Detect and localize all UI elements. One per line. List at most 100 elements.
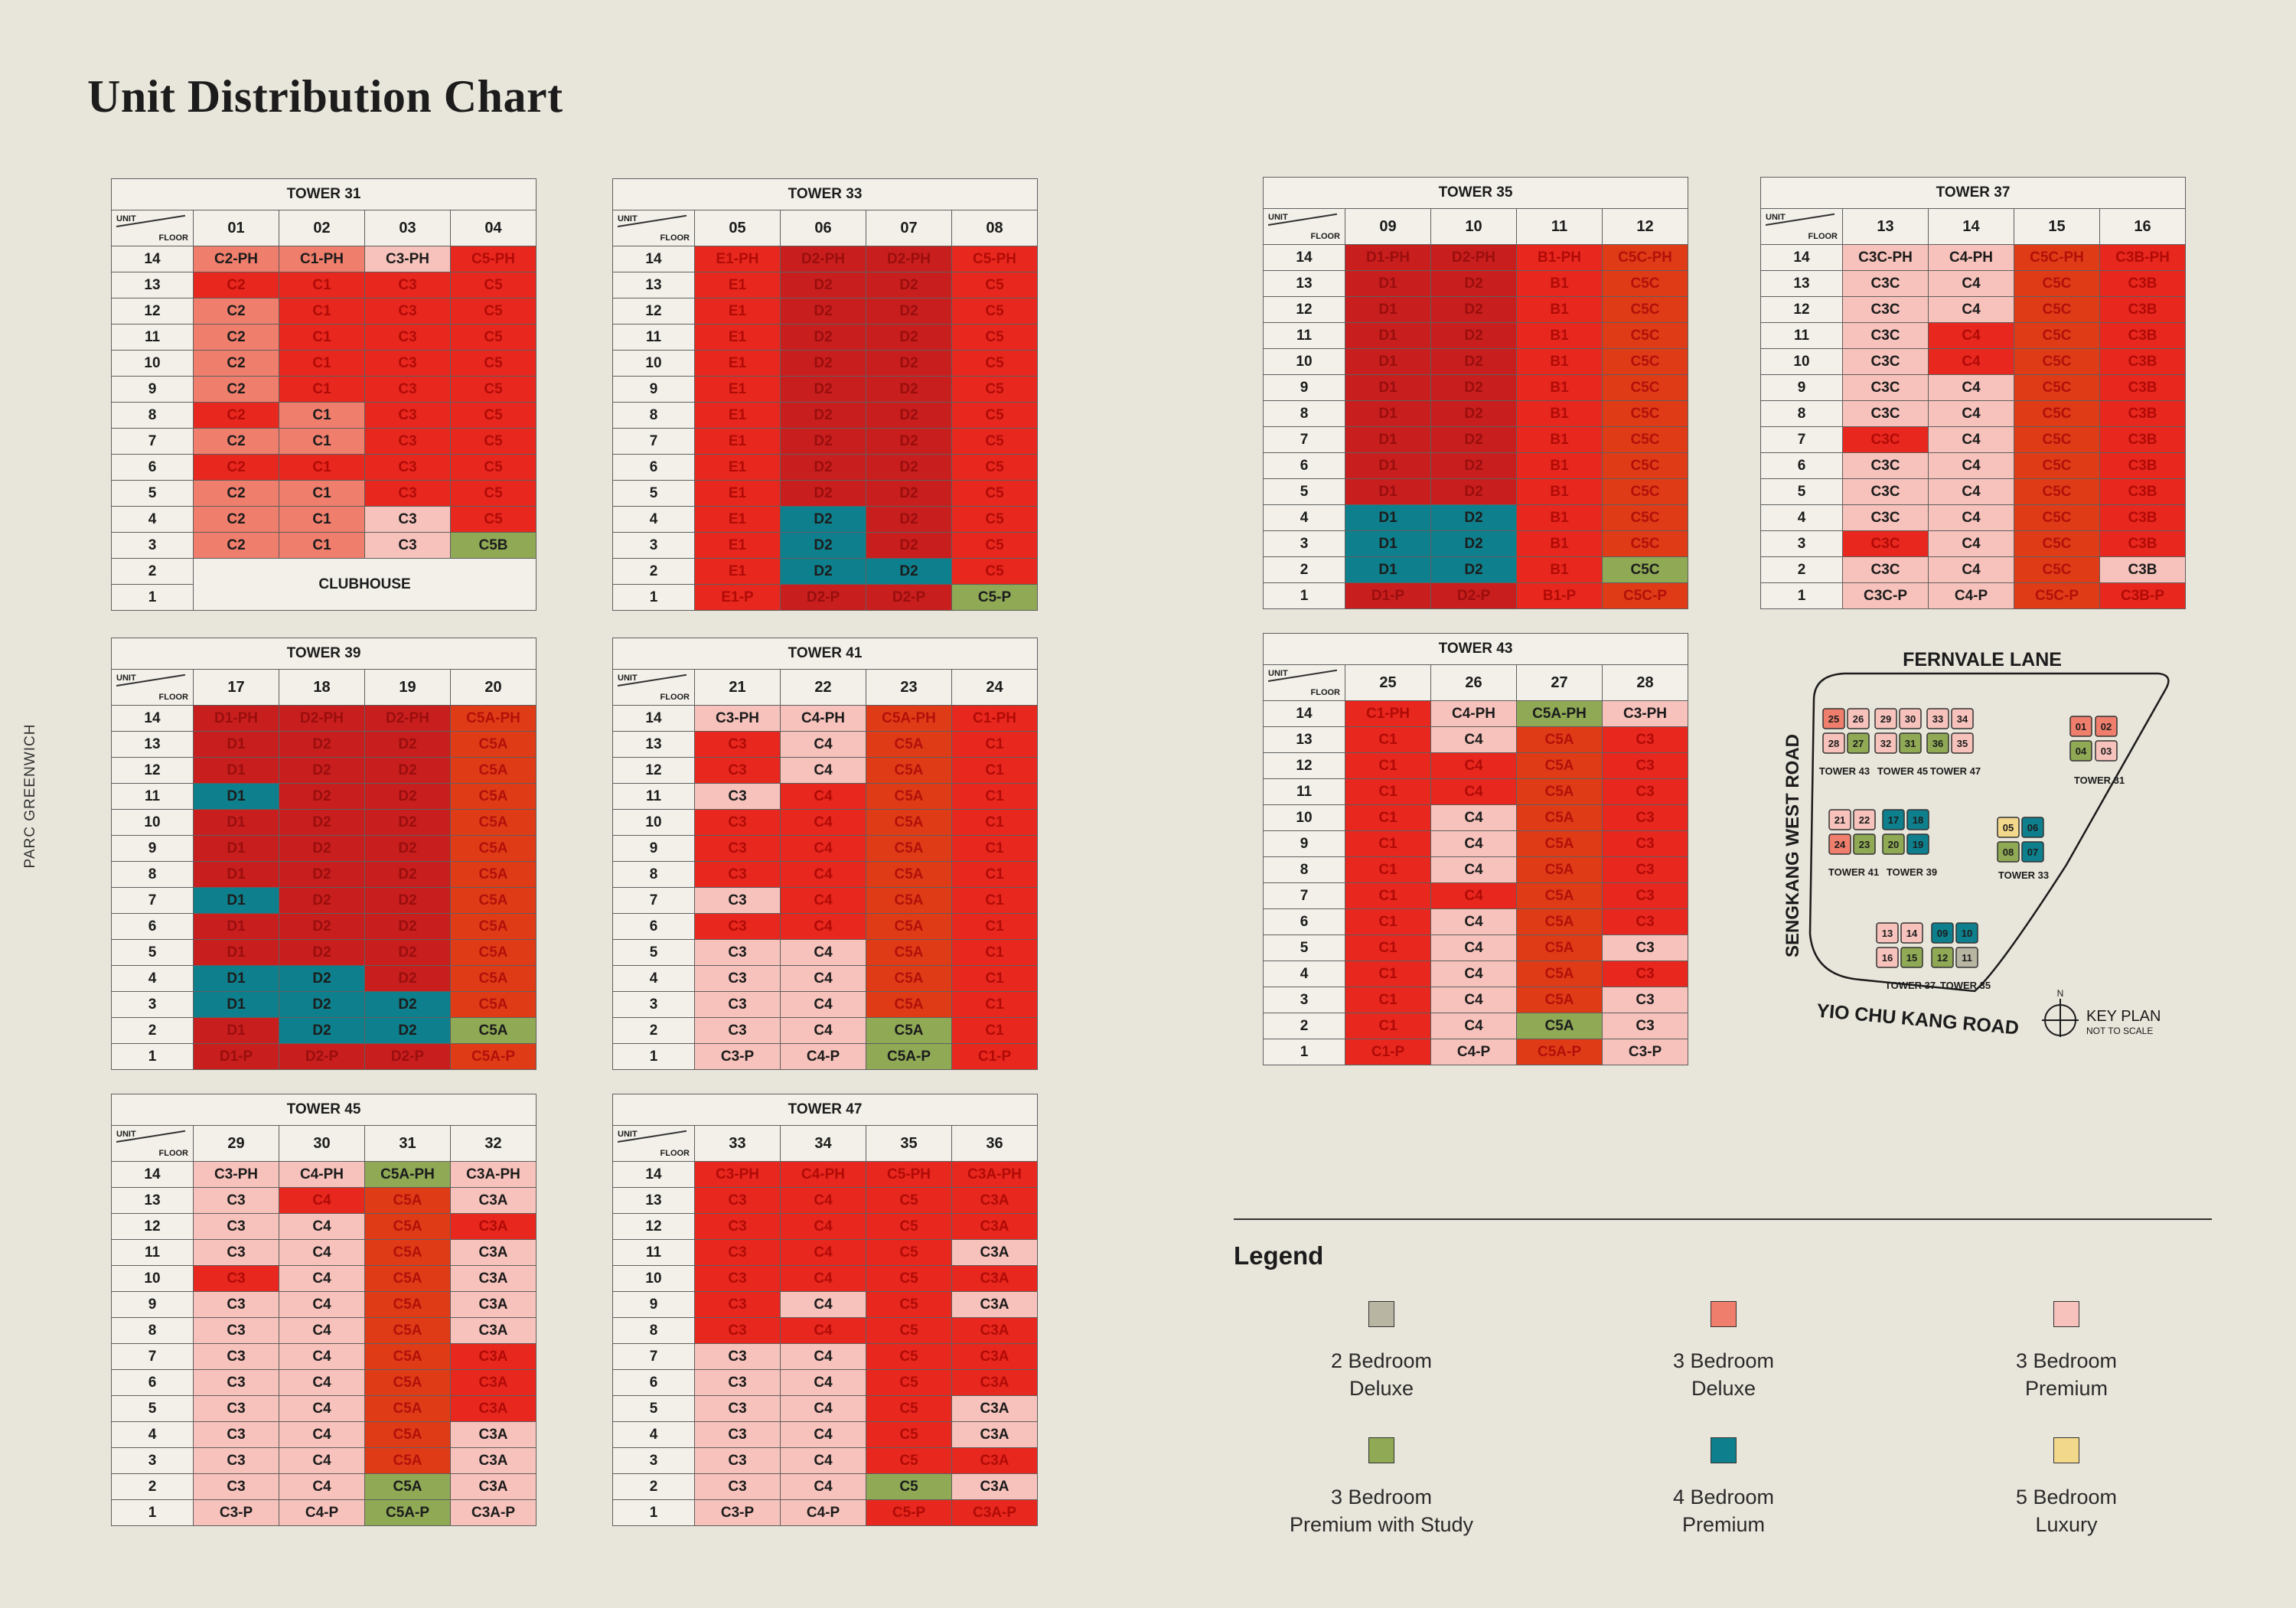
tower-table: TOWER 43 UNIT FLOOR 25 26 27 28 14 C1-PH C4-PH C5A… — [1262, 633, 1689, 1065]
keyplan-unit-block: 35 — [1951, 732, 1974, 754]
floor-row: 6 C2 C1 C3 C5 — [111, 454, 537, 481]
floor-row: 4 D1 D2 B1 C5C — [1263, 504, 1689, 531]
unit-type-cell: C3 — [694, 887, 781, 914]
unit-type-cell: C3 — [694, 965, 781, 992]
unit-type-cell: D1 — [1345, 478, 1431, 505]
unit-type-cell: C3A — [951, 1317, 1039, 1344]
unit-type-cell: C2 — [193, 428, 279, 455]
tower-table: TOWER 45 UNIT FLOOR 29 30 31 32 14 C3-PH C4-PH C5A… — [110, 1094, 537, 1526]
unit-type-cell: C5A — [364, 1421, 451, 1448]
unit-number: 34 — [780, 1125, 866, 1162]
unit-type-cell: D2 — [1430, 556, 1517, 583]
unit-number: 09 — [1345, 208, 1431, 245]
unit-type-cell: C4-P — [1928, 582, 2014, 609]
keyplan-unit-block: 01 — [2069, 716, 2092, 737]
unit-type-cell: B1 — [1516, 322, 1603, 349]
unit-type-cell: C5A — [449, 913, 537, 940]
keyplan-unit-block: 28 — [1822, 732, 1845, 754]
unit-type-cell: D2 — [866, 558, 952, 585]
keyplan-tower-label: TOWER 33 — [1998, 869, 2049, 881]
unit-type-cell: C4 — [1430, 856, 1517, 883]
unit-type-cell: D2 — [279, 861, 365, 888]
unit-type-cell: C1-PH — [279, 246, 365, 272]
floor-number: 6 — [1760, 452, 1843, 479]
unit-number: 23 — [866, 669, 952, 706]
unit-type-cell: C5C — [1601, 426, 1689, 453]
tower-name: TOWER 45 — [110, 1094, 537, 1126]
tower-table: TOWER 33 UNIT FLOOR 05 06 07 08 14 E1-PH D2-PH D2-… — [612, 178, 1039, 611]
unit-type-cell: C1 — [1345, 934, 1431, 961]
unit-type-cell: C5A — [866, 965, 952, 992]
unit-type-cell: B1 — [1516, 530, 1603, 557]
floor-number: 5 — [612, 1395, 695, 1422]
floor-row: 6 C3 C4 C5A C3A — [111, 1369, 537, 1396]
unit-type-cell: D2-P — [279, 1043, 365, 1070]
unit-type-cell: C5A — [364, 1187, 451, 1214]
keyplan-unit-shape — [1828, 809, 1851, 830]
floor-number: 1 — [612, 584, 695, 611]
unit-type-cell: D2 — [780, 454, 866, 481]
floor-header-label: FLOOR — [660, 1149, 690, 1158]
keyplan-unit-number: 24 — [1835, 839, 1846, 850]
unit-type-cell: C5A — [1516, 934, 1603, 961]
unit-type-cell: C2 — [193, 298, 279, 325]
north-label: N — [2057, 988, 2064, 999]
floor-number: 11 — [1263, 322, 1345, 349]
keyplan-unit-shape — [1847, 708, 1870, 729]
floor-number: 8 — [111, 402, 194, 429]
keyplan-unit-block: 19 — [1906, 833, 1929, 855]
unit-type-cell: C5C — [1601, 452, 1689, 479]
unit-type-cell: C4 — [1928, 478, 2014, 505]
floor-number: 9 — [612, 835, 695, 862]
unit-type-cell: C3-PH — [364, 246, 451, 272]
unit-type-cell: C4 — [1928, 374, 2014, 401]
floor-row: 10 C2 C1 C3 C5 — [111, 350, 537, 377]
keyplan-unit-number: 25 — [1828, 713, 1839, 725]
keyplan-unit-shape — [1853, 809, 1876, 830]
floor-row: 2 CLUBHOUSE — [111, 558, 537, 611]
unit-type-cell: C4 — [1928, 426, 2014, 453]
keyplan-unit-number: 29 — [1880, 713, 1891, 725]
unit-type-cell: C5 — [951, 480, 1039, 507]
floor-row: 5 E1 D2 D2 C5 — [612, 480, 1039, 507]
keyplan-unit-number: 15 — [1906, 952, 1917, 964]
unit-floor-corner: UNIT FLOOR — [111, 1125, 194, 1162]
floor-row: 11 C1 C4 C5A C3 — [1263, 778, 1689, 805]
unit-type-cell: D2 — [780, 428, 866, 455]
unit-type-cell: C3A — [951, 1239, 1039, 1266]
key-plan: FERNVALE LANE SENGKANG WEST ROAD YIO CHU… — [1782, 649, 2170, 1039]
unit-type-cell: C3 — [1601, 804, 1689, 831]
unit-type-cell: C5A — [866, 939, 952, 966]
keyplan-unit-shape — [1900, 922, 1923, 944]
unit-header-label: UNIT — [1268, 669, 1288, 678]
keyplan-unit-shape — [1874, 732, 1897, 754]
floor-number: 6 — [111, 1369, 194, 1396]
floor-number: 7 — [612, 428, 695, 455]
floor-row: 4 E1 D2 D2 C5 — [612, 506, 1039, 533]
unit-type-cell: D1 — [1345, 348, 1431, 375]
unit-type-cell: D2 — [780, 480, 866, 507]
floor-row: 14 C2-PH C1-PH C3-PH C5-PH — [111, 246, 537, 272]
floor-row: 10 D1 D2 D2 C5A — [111, 809, 537, 836]
unit-type-cell: C3A — [449, 1265, 537, 1292]
floor-number: 12 — [612, 298, 695, 325]
keyplan-unit-number: 26 — [1853, 713, 1864, 725]
unit-type-cell: C3A — [951, 1473, 1039, 1500]
unit-type-cell: C5 — [951, 532, 1039, 559]
unit-type-cell: C5A-P — [866, 1043, 952, 1070]
unit-type-cell: B1 — [1516, 270, 1603, 297]
floor-row: 6 C3 C4 C5 C3A — [612, 1369, 1039, 1396]
floor-number: 13 — [612, 272, 695, 298]
floor-row: 8 C3C C4 C5C C3B — [1760, 400, 2187, 427]
floor-number: 5 — [1263, 478, 1345, 505]
unit-type-cell: C3A — [449, 1343, 537, 1370]
keyplan-unit-shape — [1882, 833, 1905, 855]
unit-type-cell: C1 — [951, 757, 1039, 784]
unit-type-cell: C3 — [364, 350, 451, 377]
unit-type-cell: C5A — [866, 731, 952, 758]
floor-row: 10 C3 C4 C5A C3A — [111, 1265, 537, 1292]
unit-type-cell: C4 — [279, 1447, 365, 1474]
unit-type-cell: D2 — [1430, 400, 1517, 427]
keyplan-unit-shape — [1906, 809, 1929, 830]
unit-type-cell: C5 — [449, 324, 537, 351]
